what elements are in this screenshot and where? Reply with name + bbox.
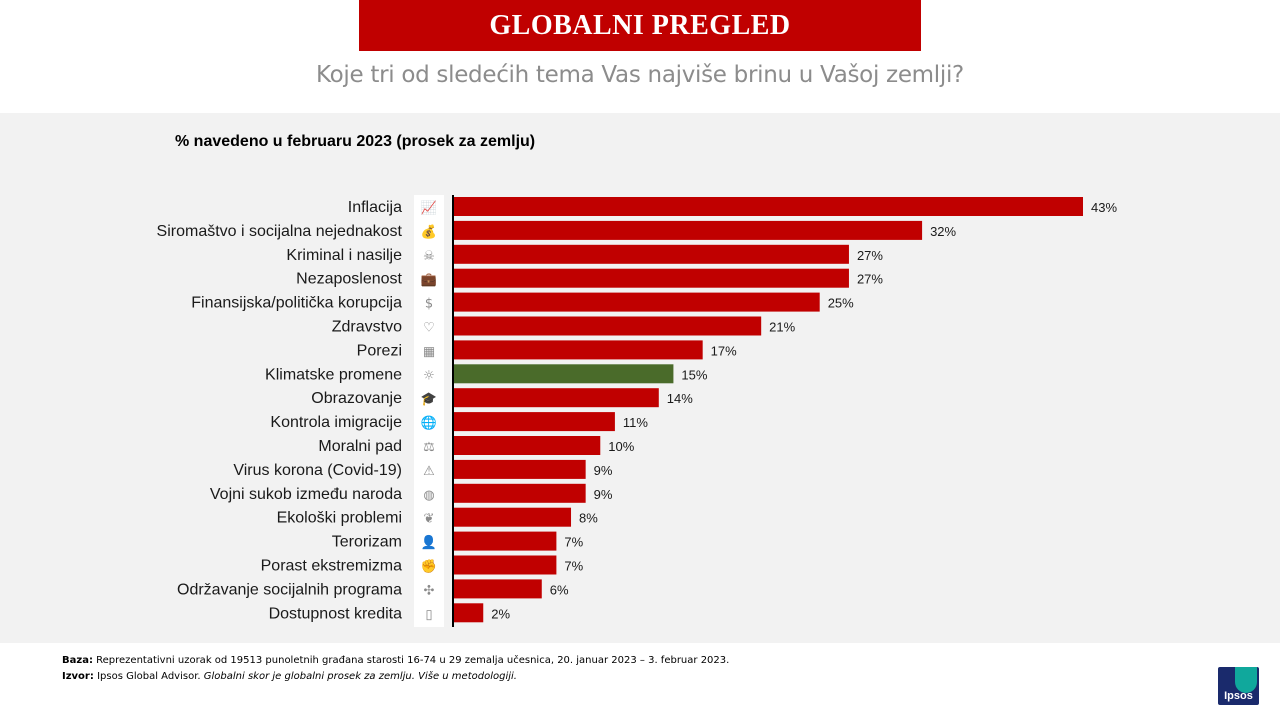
- footnote-base-text: Reprezentativni uzorak od 19513 punoletn…: [96, 655, 730, 666]
- bar-1: [454, 197, 1083, 216]
- head-dollar-icon: $: [425, 297, 433, 312]
- category-label-16: Porast ekstremizma: [261, 558, 402, 575]
- skull-crossbones-icon: ☠: [423, 249, 435, 264]
- category-label-6: Zdravstvo: [332, 319, 402, 336]
- value-label-11: 10%: [608, 439, 634, 454]
- page-subtitle: Koje tri od sledećih tema Vas najviše br…: [316, 62, 964, 88]
- heart-stethoscope-icon: ♡: [423, 321, 435, 336]
- bar-11: [454, 436, 601, 455]
- footnote-base-label: Baza:: [62, 655, 93, 666]
- world-leaf-icon: ❦: [424, 512, 435, 527]
- value-label-6: 21%: [769, 320, 795, 335]
- calculator-icon: ▦: [423, 344, 435, 359]
- value-label-18: 2%: [491, 606, 510, 621]
- balance-figure-icon: ⚖: [423, 440, 435, 455]
- bar-10: [454, 412, 615, 432]
- briefcase-icon: 💼: [421, 273, 437, 288]
- value-label-10: 11%: [623, 415, 648, 430]
- value-label-16: 7%: [564, 559, 583, 574]
- category-label-17: Održavanje socijalnih programa: [177, 581, 402, 598]
- bar-7: [454, 340, 703, 360]
- bar-17: [454, 579, 542, 599]
- category-label-1: Inflacija: [348, 199, 402, 216]
- value-label-8: 15%: [681, 367, 707, 382]
- footnote-base: Baza: Reprezentativni uzorak od 19513 pu…: [62, 655, 729, 666]
- value-label-12: 9%: [594, 463, 613, 478]
- category-label-2: Siromaštvo i socijalna nejednakost: [157, 223, 403, 240]
- bar-13: [454, 483, 586, 503]
- globe-icon: 🌐: [421, 415, 437, 431]
- bar-3: [454, 244, 849, 264]
- bar-6: [454, 316, 762, 336]
- footnote-source-text: Ipsos Global Advisor.: [97, 671, 201, 682]
- category-label-12: Virus korona (Covid-19): [233, 462, 402, 479]
- bar-14: [454, 507, 572, 527]
- graduation-cap-icon: 🎓: [421, 392, 437, 407]
- phone-card-icon: ▯: [425, 607, 432, 622]
- category-label-11: Moralni pad: [318, 438, 402, 455]
- bar-4: [454, 268, 849, 288]
- footnote-source-italic: Globalni skor je globalni prosek za zeml…: [203, 671, 517, 682]
- sun-icon: ☼: [423, 368, 435, 383]
- bar-8: [454, 364, 674, 384]
- value-label-15: 7%: [564, 535, 583, 550]
- bar-9: [454, 388, 659, 408]
- money-bag-icon: 💰: [421, 224, 437, 240]
- bar-15: [454, 531, 557, 551]
- category-label-15: Terorizam: [332, 534, 402, 551]
- value-label-13: 9%: [594, 487, 613, 502]
- warning-triangle-icon: ⚠: [423, 464, 435, 479]
- ipsos-logo: Ipsos: [1218, 667, 1259, 705]
- value-label-4: 27%: [857, 272, 883, 287]
- line-chart-icon: 📈: [421, 200, 437, 216]
- value-label-17: 6%: [550, 582, 569, 597]
- category-label-14: Ekološki problemi: [277, 510, 402, 527]
- category-label-18: Dostupnost kredita: [269, 605, 403, 622]
- category-label-13: Vojni sukob između naroda: [210, 486, 402, 503]
- bar-16: [454, 555, 557, 575]
- value-label-9: 14%: [667, 391, 693, 406]
- value-label-5: 25%: [828, 296, 854, 311]
- value-label-14: 8%: [579, 511, 598, 526]
- chart-title: % navedeno u februaru 2023 (prosek za ze…: [175, 133, 536, 150]
- footnote-source-label: Izvor:: [62, 671, 94, 682]
- value-label-2: 32%: [930, 224, 956, 239]
- value-label-7: 17%: [711, 343, 737, 358]
- value-label-3: 27%: [857, 248, 883, 263]
- person-icon: 👤: [421, 535, 437, 551]
- bar-5: [454, 292, 820, 312]
- icon-column: [414, 195, 444, 627]
- category-label-7: Porezi: [357, 342, 402, 359]
- bar-18: [454, 603, 484, 623]
- bar-2: [454, 220, 923, 240]
- value-label-1: 43%: [1091, 200, 1117, 215]
- category-label-3: Kriminal i nasilje: [286, 247, 402, 264]
- footnote-source: Izvor: Ipsos Global Advisor. Globalni sk…: [62, 671, 517, 682]
- category-label-4: Nezaposlenost: [296, 271, 402, 288]
- hands-people-icon: ✣: [424, 583, 435, 598]
- ipsos-logo-text: Ipsos: [1224, 690, 1253, 702]
- category-label-5: Finansijska/politička korupcija: [191, 295, 402, 312]
- earth-icon: ◍: [423, 488, 434, 503]
- bar-12: [454, 459, 586, 479]
- category-label-8: Klimatske promene: [265, 366, 402, 383]
- category-label-10: Kontrola imigracije: [270, 414, 402, 431]
- page-title: GLOBALNI PREGLED: [359, 0, 921, 51]
- fist-icon: ✊: [421, 559, 437, 575]
- category-label-9: Obrazovanje: [311, 390, 402, 407]
